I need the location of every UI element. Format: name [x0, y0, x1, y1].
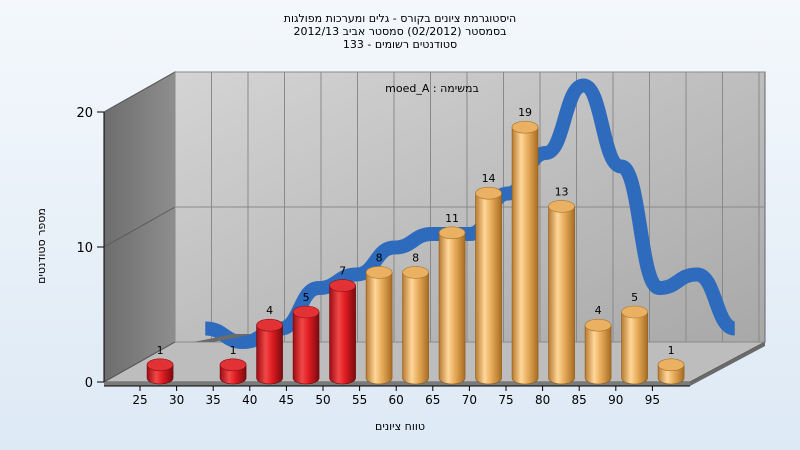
x-ticks-group: 25 30 35 40 45 50 55 60 65 70 75 80 85 90 95: [132, 386, 660, 407]
bar-50: [329, 279, 356, 385]
bar-top: [365, 266, 393, 279]
bar-90: [621, 305, 648, 385]
bar-body: [402, 272, 429, 385]
grid-line-side: [103, 71, 176, 113]
bar-70: [475, 186, 502, 385]
bar-30: [193, 334, 254, 342]
bar-body: [475, 192, 502, 385]
x-tick-label: 95: [645, 393, 660, 407]
right-depth-edge: [690, 342, 765, 386]
data-label-90: 5: [631, 291, 638, 304]
y-ticks-group: 0 10 20: [76, 106, 104, 391]
bar-body: [365, 272, 393, 385]
bar-75: [511, 120, 539, 385]
data-label-70: 14: [482, 172, 496, 185]
bar-top: [402, 266, 429, 279]
x-tick-label: 40: [242, 393, 257, 407]
bar-top: [292, 305, 320, 319]
data-label-55: 8: [376, 251, 383, 264]
data-label-40: 4: [266, 304, 273, 317]
bar-top: [219, 358, 247, 372]
x-tick-label: 35: [206, 393, 221, 407]
bar-body: [584, 324, 612, 385]
bar-shadow-empty: [193, 334, 254, 342]
data-label-45: 5: [303, 291, 310, 304]
chart-title-line-2: בסמסטר (02/2012) סמסטר אביב 2012/13: [293, 25, 507, 38]
x-tick-label: 85: [572, 393, 587, 407]
data-label-50: 7: [339, 265, 346, 278]
x-tick-label: 30: [169, 393, 184, 407]
bar-85: [584, 318, 612, 385]
bar-55: [365, 266, 393, 385]
y-tick-label: 20: [76, 106, 93, 121]
bar-body: [329, 285, 356, 385]
x-tick-label: 75: [498, 393, 513, 407]
bar-top: [657, 358, 685, 372]
bar-40: [256, 318, 283, 385]
bar-body: [511, 126, 539, 385]
bar-top: [511, 120, 539, 134]
chart-title-line-3: סטודנטים רשומים - 133: [342, 38, 458, 51]
bar-top: [475, 186, 502, 200]
bar-top: [256, 318, 283, 332]
floor-front-edge: [104, 382, 690, 386]
x-tick-label: 50: [315, 393, 330, 407]
bar-80: [548, 200, 575, 385]
bar-45: [292, 305, 320, 385]
data-label-25: 1: [157, 344, 164, 357]
bar-top: [146, 358, 174, 372]
bar-body: [621, 311, 648, 385]
data-label-65: 11: [445, 212, 459, 225]
chart-title-line-1: היסטוגרמת ציונים בקורס - גלים ומערכות מפ…: [283, 12, 517, 25]
y-axis-label: מספר סטודנטים: [35, 208, 48, 284]
data-label-60: 8: [412, 251, 419, 264]
x-tick-label: 60: [389, 393, 404, 407]
bar-body: [292, 311, 320, 385]
bar-top: [621, 305, 648, 319]
bar-top: [438, 226, 466, 240]
chart-subtitle: moed_A : במשימה: [385, 82, 479, 95]
bar-65: [438, 226, 466, 385]
bar-body: [548, 206, 575, 385]
bar-body: [438, 232, 466, 385]
bar-95: [657, 358, 685, 385]
grid-line-side: [103, 206, 176, 248]
data-label-75: 19: [518, 106, 532, 119]
x-tick-label: 65: [425, 393, 440, 407]
data-label-95: 1: [668, 344, 675, 357]
bar-35: [219, 358, 247, 385]
grid-line-side: [103, 341, 176, 383]
x-tick-label: 80: [535, 393, 550, 407]
x-tick-label: 90: [608, 393, 623, 407]
y-tick-label: 10: [76, 241, 93, 256]
y-tick-label: 0: [85, 376, 93, 391]
bar-top: [329, 279, 356, 292]
bar-body: [256, 324, 283, 385]
data-label-80: 13: [555, 185, 569, 198]
data-label-85: 4: [595, 304, 602, 317]
x-tick-label: 25: [132, 393, 147, 407]
x-tick-label: 45: [279, 393, 294, 407]
x-tick-label: 55: [352, 393, 367, 407]
bar-top: [584, 318, 612, 332]
bar-60: [402, 266, 429, 385]
bar-25: [146, 358, 174, 385]
data-label-35: 1: [230, 344, 237, 357]
x-axis-label: טווח ציונים: [375, 420, 425, 433]
bar-top: [548, 200, 575, 213]
bars-group: [146, 120, 685, 385]
grid-lines: [103, 71, 765, 383]
x-tick-label: 70: [462, 393, 477, 407]
